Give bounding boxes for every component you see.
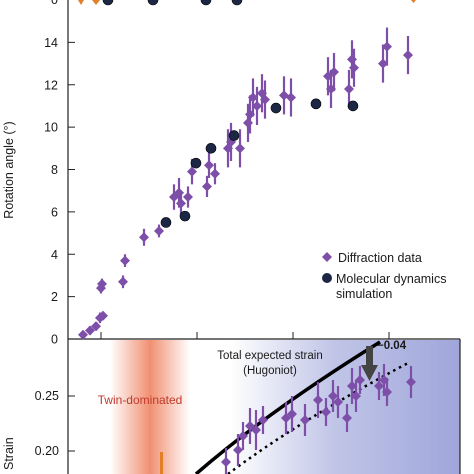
legend-label-diffraction: Diffraction data (338, 251, 422, 265)
md-point (102, 0, 114, 6)
diffraction-point (85, 325, 95, 336)
md-point (160, 217, 172, 228)
diffraction-point (118, 276, 128, 287)
top-panel-x-ticks (100, 332, 390, 339)
md-point (228, 130, 240, 141)
y-tick-label: 0 (51, 333, 58, 347)
diffraction-point (406, 377, 416, 387)
md-point (347, 100, 359, 112)
diffraction-point (204, 160, 214, 171)
y-tick-label: 12 (44, 78, 58, 92)
hugoniot-label-line1: Total expected strain (217, 350, 322, 362)
orange-marker (78, 0, 84, 5)
orange-error-bar (160, 452, 163, 474)
diffraction-point (97, 278, 107, 289)
diffraction-point (251, 425, 261, 435)
diffraction-point (243, 117, 253, 128)
diffraction-point (351, 391, 361, 401)
diffraction-point (238, 431, 248, 441)
diffraction-point (313, 395, 323, 405)
diffraction-point (233, 445, 243, 455)
hugoniot-label-line2: (Hugoniot) (243, 365, 297, 377)
diffraction-point (286, 92, 296, 103)
diffraction-point (321, 407, 331, 417)
y-tick-label: 4 (51, 248, 58, 262)
legend-label-md-line1: Molecular dynamics (336, 272, 446, 286)
top-panel-y-ticks: 0 2 4 6 8 10 12 14 (44, 36, 75, 347)
diffraction-point (382, 41, 392, 52)
twin-dominated-band (110, 340, 190, 474)
diffraction-point (287, 409, 297, 419)
down-arrow-head (361, 365, 378, 381)
down-arrow (361, 346, 378, 381)
md-point (190, 157, 202, 169)
diffraction-point (235, 143, 245, 154)
diffraction-point (154, 225, 164, 236)
diffraction-point (378, 58, 388, 69)
diffraction-point (333, 397, 343, 407)
diffraction-point (300, 415, 310, 425)
md-point (147, 0, 159, 6)
md-point (270, 102, 282, 114)
diffraction-point (349, 62, 359, 73)
diffraction-point (98, 310, 108, 321)
diffraction-point (78, 329, 88, 340)
diffraction-point (347, 381, 357, 391)
top-panel: 0 2 4 6 8 10 12 14 0 Rotation angle (°) Diffrac… (2, 0, 460, 347)
orange-marker (92, 0, 100, 5)
y-axis-title-bottom: Strain (2, 437, 16, 470)
legend-label-md-line2: simulation (336, 287, 392, 301)
diffraction-point (139, 232, 149, 243)
legend-circle-marker (322, 273, 332, 283)
md-point (231, 0, 243, 6)
md-point (310, 98, 322, 110)
diffraction-point (403, 50, 413, 61)
y-axis-title-top: Rotation angle (°) (2, 121, 16, 218)
diffraction-point (91, 321, 101, 332)
top-y-tick-0-top: 0 (51, 0, 58, 7)
diffraction-point (187, 166, 197, 177)
offset-label: −0.04 (377, 340, 407, 352)
diffraction-point (355, 375, 365, 385)
bottom-panel-points (221, 364, 416, 474)
diffraction-point (347, 54, 357, 65)
y-tick-label: 6 (51, 205, 58, 219)
diffraction-point (252, 100, 262, 111)
top-panel-points (78, 0, 413, 340)
diffraction-point (328, 391, 338, 401)
diffraction-point (374, 381, 384, 391)
y-tick-label: 2 (51, 290, 58, 304)
bottom-y-tick-label: 0.25 (35, 389, 59, 403)
twin-dominated-label: Twin-dominated (98, 393, 183, 407)
md-point (205, 143, 217, 154)
diffraction-point (176, 198, 186, 209)
diffraction-point (202, 181, 212, 192)
legend-diamond-marker (322, 252, 332, 262)
diffraction-point (344, 83, 354, 94)
diffraction-point (382, 387, 392, 397)
y-tick-label: 8 (51, 163, 58, 177)
y-tick-label: 14 (44, 36, 58, 50)
diffraction-point (260, 94, 270, 105)
diffraction-point (210, 168, 220, 179)
diffraction-point (258, 415, 268, 425)
diffraction-point (342, 413, 352, 423)
diffraction-point (248, 92, 258, 103)
md-point (200, 0, 212, 6)
md-point (179, 210, 191, 222)
orange-marker (411, 0, 416, 3)
diffraction-point (221, 457, 231, 467)
down-arrow-shaft (366, 346, 373, 366)
diffraction-point (120, 255, 130, 266)
bottom-panel: 0.25 0.20 Strain Total expected strain (… (2, 339, 461, 474)
bottom-y-tick-label: 0.20 (35, 444, 59, 458)
diffraction-point (329, 67, 339, 78)
legend: Diffraction data Molecular dynamics simu… (322, 251, 446, 301)
diffraction-point (183, 192, 193, 203)
y-tick-label: 10 (44, 121, 58, 135)
hugoniot-curve (194, 340, 381, 474)
